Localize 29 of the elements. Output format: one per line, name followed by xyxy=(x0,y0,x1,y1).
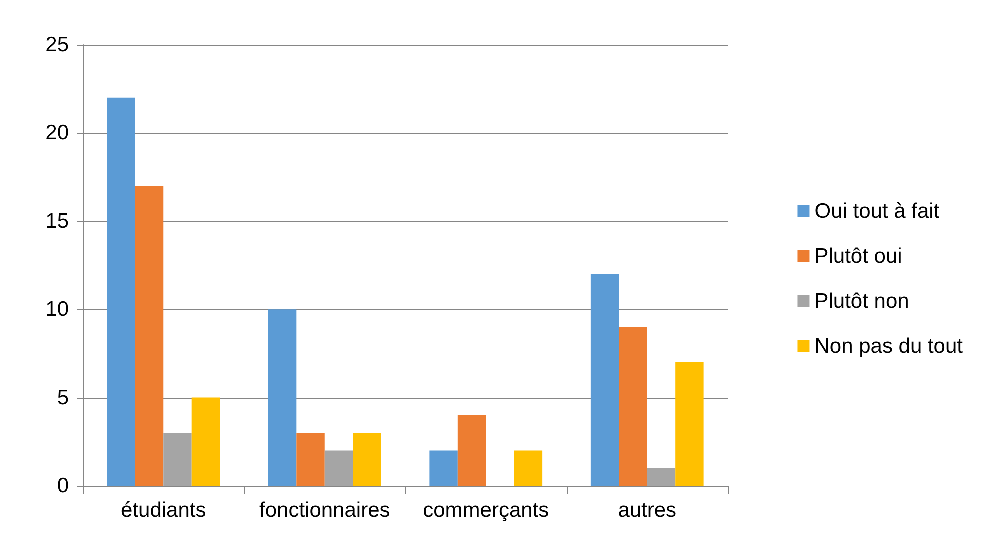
bar xyxy=(107,98,136,486)
bar xyxy=(268,310,297,486)
y-tick-label: 15 xyxy=(46,210,69,233)
bar xyxy=(135,186,164,486)
y-tick-label: 0 xyxy=(57,474,69,498)
bar xyxy=(324,450,354,486)
bar xyxy=(164,433,192,486)
legend-label: Plutôt oui xyxy=(814,245,902,268)
x-tick-label: étudiants xyxy=(121,499,206,522)
bar xyxy=(619,327,648,486)
y-tick-label: 25 xyxy=(46,34,69,56)
bar xyxy=(676,362,704,486)
y-tick-label: 5 xyxy=(57,386,69,410)
bar xyxy=(192,398,220,486)
bar xyxy=(430,450,458,486)
x-tick-label: autres xyxy=(618,499,677,522)
bar xyxy=(458,415,486,486)
bar xyxy=(296,433,325,486)
y-tick-label: 20 xyxy=(46,122,69,145)
y-tick-label: 10 xyxy=(46,298,69,322)
bar xyxy=(353,433,382,486)
x-tick-label: commerçants xyxy=(423,499,550,522)
legend-label: Non pas du tout xyxy=(814,335,964,358)
bar xyxy=(514,450,543,486)
legend-label: Plutôt non xyxy=(814,290,910,313)
x-tick-label: fonctionnaires xyxy=(260,499,390,522)
bar xyxy=(647,468,676,486)
legend-label: Oui tout à fait xyxy=(814,200,940,223)
bar xyxy=(590,274,620,486)
